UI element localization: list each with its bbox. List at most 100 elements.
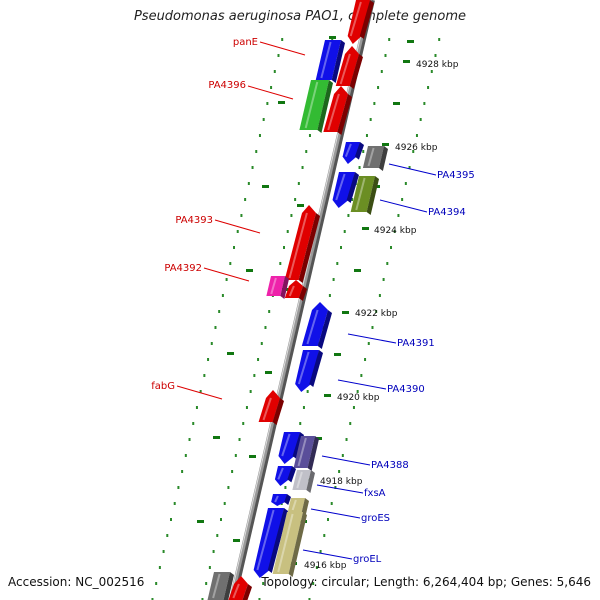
guide-dots-right-inner bbox=[377, 86, 380, 89]
gene-arrow-khaki bbox=[287, 498, 309, 515]
guide-dots-right-outer bbox=[360, 374, 363, 377]
guide-dots-right-outer bbox=[423, 102, 426, 105]
leader-line-right bbox=[302, 549, 353, 560]
guide-dots-left-inner bbox=[201, 598, 204, 600]
guide-dots-right-inner bbox=[284, 486, 287, 489]
gene-highlight bbox=[256, 509, 275, 571]
guide-dots-right-inner bbox=[258, 598, 261, 600]
guide-dots-left-inner bbox=[238, 438, 241, 441]
guide-dots-left-inner bbox=[205, 582, 208, 585]
guide-dots-left-inner bbox=[308, 134, 311, 137]
gene-label-PA4393[interactable]: PA4393 bbox=[175, 215, 213, 226]
tick-mark bbox=[197, 520, 204, 523]
guide-dots-left-outer bbox=[184, 454, 187, 457]
gene-label-fxsA[interactable]: fxsA bbox=[364, 488, 386, 499]
gene-shadow bbox=[331, 40, 345, 83]
gene-label-PA4394[interactable]: PA4394 bbox=[428, 207, 466, 218]
gene-highlight bbox=[291, 499, 297, 511]
topology-text: Topology: circular; Length: 6,264,404 bp… bbox=[261, 575, 591, 589]
guide-dots-right-inner bbox=[340, 246, 343, 249]
guide-dots-right-outer bbox=[386, 262, 389, 265]
gene-highlight bbox=[339, 53, 351, 85]
guide-dots-right-inner bbox=[332, 278, 335, 281]
gene-arrow-red bbox=[284, 205, 320, 283]
gene-highlight bbox=[296, 471, 303, 489]
gene-body bbox=[323, 86, 348, 132]
guide-dots-left-outer bbox=[203, 374, 206, 377]
leader-line-right bbox=[347, 333, 397, 344]
gene-label-PA4392[interactable]: PA4392 bbox=[164, 263, 202, 274]
tick-mark bbox=[342, 311, 349, 314]
guide-dots-right-inner bbox=[302, 406, 305, 409]
guide-dots-left-outer bbox=[247, 182, 250, 185]
guide-dots-right-outer bbox=[371, 326, 374, 329]
guide-dots-left-outer bbox=[151, 598, 154, 600]
guide-dots-left-outer bbox=[162, 550, 165, 553]
gene-shadow bbox=[309, 350, 323, 387]
guide-dots-left-inner bbox=[208, 566, 211, 569]
gene-body bbox=[284, 280, 303, 298]
gene-label-PA4396[interactable]: PA4396 bbox=[208, 80, 246, 91]
gene-highlight bbox=[320, 41, 332, 79]
guide-dots-left-outer bbox=[199, 390, 202, 393]
tick-label: 4928 kbp bbox=[416, 60, 459, 70]
gene-label-fabG[interactable]: fabG bbox=[151, 381, 175, 392]
guide-dots-right-outer bbox=[345, 438, 348, 441]
guide-dots-right-outer bbox=[401, 198, 404, 201]
gene-shadow bbox=[346, 172, 359, 203]
gene-arrow-magenta bbox=[266, 276, 289, 299]
guide-dots-left-inner bbox=[290, 214, 293, 217]
gene-label-panE[interactable]: panE bbox=[233, 37, 258, 48]
gene-shadow bbox=[280, 276, 289, 299]
guide-dots-left-outer bbox=[177, 486, 180, 489]
guide-dots-left-outer bbox=[188, 438, 191, 441]
guide-dots-left-outer bbox=[270, 86, 273, 89]
guide-dots-left-outer bbox=[166, 534, 169, 537]
guide-dots-right-outer bbox=[375, 310, 378, 313]
gene-label-PA4395[interactable]: PA4395 bbox=[437, 170, 475, 181]
guide-dots-left-outer bbox=[169, 518, 172, 521]
tick-mark bbox=[233, 539, 240, 542]
guide-dots-right-inner bbox=[343, 230, 346, 233]
tick-mark bbox=[249, 455, 256, 458]
guide-dots-left-outer bbox=[192, 422, 195, 425]
guide-dots-left-outer bbox=[225, 278, 228, 281]
gene-label-groEL[interactable]: groEL bbox=[353, 554, 382, 565]
guide-dots-left-outer bbox=[229, 262, 232, 265]
gene-body bbox=[347, 0, 370, 44]
gene-arrow-blue bbox=[342, 142, 364, 164]
gene-features bbox=[207, 0, 388, 600]
gene-label-PA4388[interactable]: PA4388 bbox=[371, 460, 409, 471]
gene-shadow bbox=[301, 498, 309, 515]
guide-dots-left-inner bbox=[219, 518, 222, 521]
guide-dots-left-outer bbox=[258, 134, 261, 137]
gene-highlight bbox=[277, 513, 294, 573]
guide-dots-left-outer bbox=[173, 502, 176, 505]
guide-dots-left-outer bbox=[277, 54, 280, 57]
guide-dots-right-outer bbox=[338, 470, 341, 473]
guide-dots-right-inner bbox=[369, 118, 372, 121]
gene-body bbox=[287, 498, 305, 512]
gene-highlight bbox=[274, 495, 279, 503]
gene-label-groES[interactable]: groES bbox=[361, 513, 390, 524]
gene-label-PA4391[interactable]: PA4391 bbox=[397, 338, 435, 349]
gene-shadow bbox=[349, 54, 363, 89]
gene-highlight bbox=[304, 81, 319, 129]
tick-label: 4922 kbp bbox=[355, 309, 398, 319]
tick-mark bbox=[393, 102, 400, 105]
guide-dots-right-outer bbox=[352, 406, 355, 409]
gene-shadow bbox=[287, 466, 296, 483]
gene-arrow-red bbox=[258, 390, 284, 425]
guide-dots-left-inner bbox=[294, 198, 297, 201]
guide-dots-right-inner bbox=[347, 214, 350, 217]
gene-body bbox=[362, 146, 384, 168]
label-leaders bbox=[176, 41, 437, 560]
guide-dots-right-inner bbox=[384, 54, 387, 57]
gene-body bbox=[274, 466, 292, 486]
tick-mark bbox=[382, 143, 389, 146]
gene-highlight bbox=[288, 212, 308, 279]
gene-highlight bbox=[327, 93, 340, 131]
gene-label-PA4390[interactable]: PA4390 bbox=[387, 384, 425, 395]
guide-dots-right-outer bbox=[412, 150, 415, 153]
gene-highlight bbox=[277, 467, 284, 480]
